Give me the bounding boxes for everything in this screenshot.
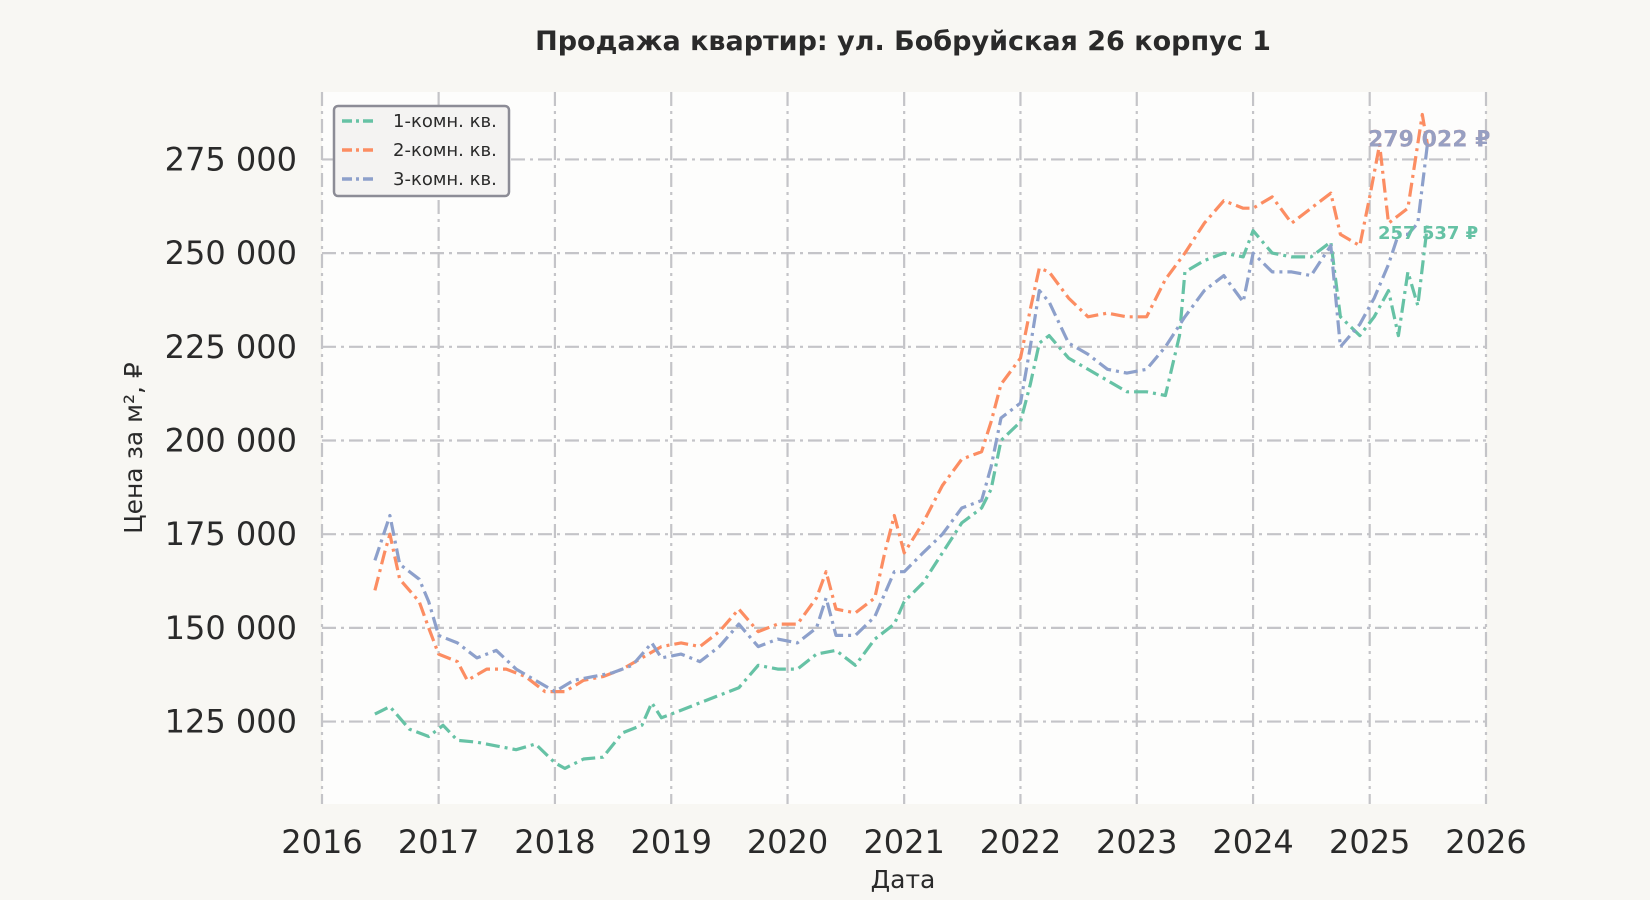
series-line-1 bbox=[374, 224, 1429, 770]
end-label-series-2: 279 022 ₽ bbox=[1368, 127, 1490, 152]
x-tick-label: 2022 bbox=[980, 823, 1061, 861]
legend-label-1: 1-комн. кв. bbox=[393, 111, 497, 132]
y-tick-label: 125 000 bbox=[165, 703, 297, 741]
x-tick-label: 2020 bbox=[747, 823, 828, 861]
x-tick-label: 2026 bbox=[1445, 823, 1526, 861]
end-labels: 257 537 ₽279 022 ₽279 022 ₽ bbox=[1368, 127, 1490, 244]
chart-title: Продажа квартир: ул. Бобруйская 26 корпу… bbox=[535, 26, 1271, 57]
legend: 1-комн. кв. 2-комн. кв. 3-комн. кв. bbox=[332, 104, 511, 198]
x-tick-label: 2023 bbox=[1096, 823, 1177, 861]
y-tick-label: 275 000 bbox=[165, 140, 297, 178]
x-tick-label: 2016 bbox=[281, 823, 362, 861]
x-tick-label: 2019 bbox=[631, 823, 712, 861]
series-lines bbox=[373, 112, 1429, 770]
x-axis-ticks: 2016 2017 2018 2019 2020 2021 2022 2023 2024 2025… bbox=[281, 823, 1526, 861]
x-tick-label: 2018 bbox=[514, 823, 595, 861]
end-label-series-1: 257 537 ₽ bbox=[1378, 223, 1478, 244]
legend-box bbox=[332, 104, 511, 198]
y-tick-label: 175 000 bbox=[165, 515, 297, 553]
legend-label-2: 2-комн. кв. bbox=[393, 140, 497, 161]
series-line-2 bbox=[373, 112, 1429, 694]
x-tick-label: 2017 bbox=[398, 823, 479, 861]
legend-label-3: 3-комн. кв. bbox=[393, 169, 497, 190]
y-tick-label: 150 000 bbox=[165, 609, 297, 647]
end-label-series-3: 279 022 ₽ bbox=[1368, 127, 1490, 152]
y-axis-ticks: 125 000 150 000 175 000 200 000 225 000 250 0… bbox=[165, 140, 297, 740]
grid bbox=[320, 92, 1488, 804]
x-axis-label: Дата bbox=[871, 865, 936, 894]
y-axis-label: Цена за м², ₽ bbox=[119, 362, 148, 534]
y-tick-label: 200 000 bbox=[165, 422, 297, 460]
y-tick-label: 225 000 bbox=[165, 328, 297, 366]
x-tick-label: 2021 bbox=[863, 823, 944, 861]
y-tick-label: 250 000 bbox=[165, 234, 297, 272]
series-line-3 bbox=[373, 144, 1429, 694]
x-tick-label: 2025 bbox=[1329, 823, 1410, 861]
x-tick-label: 2024 bbox=[1212, 823, 1293, 861]
